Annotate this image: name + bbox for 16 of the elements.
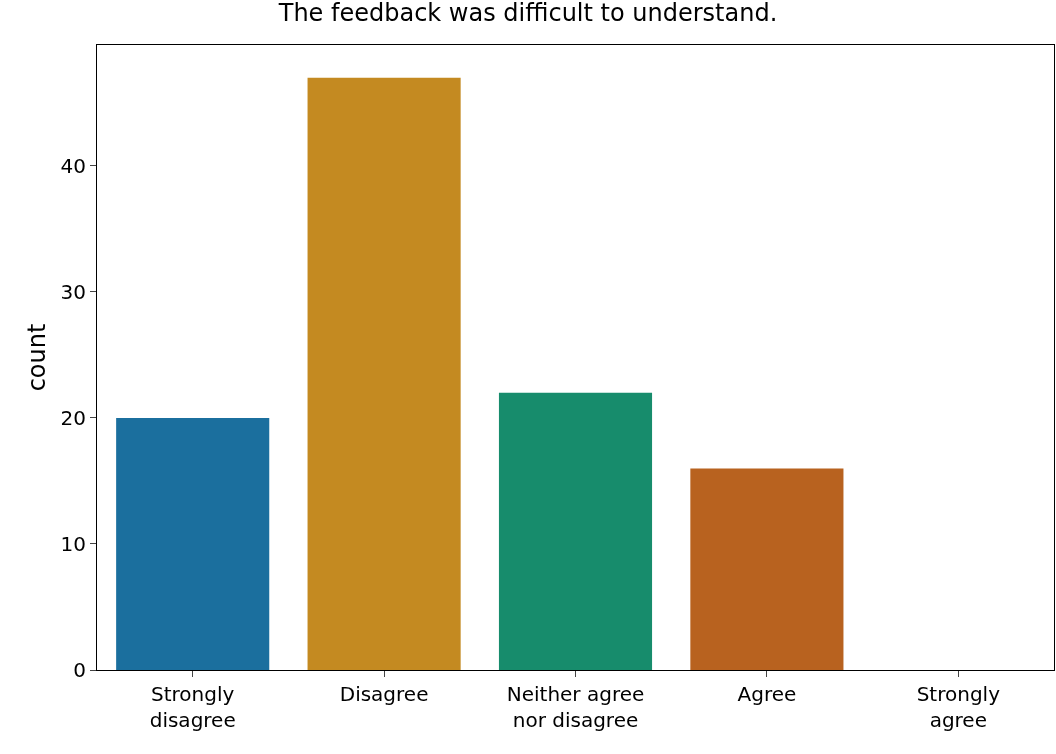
bar [498, 392, 653, 670]
y-axis-title: count [22, 323, 51, 392]
x-tick-label: Strongly agree [916, 682, 1001, 732]
bar [307, 77, 461, 670]
x-tick-label: Strongly disagree [149, 682, 236, 732]
x-tick-label: Agree [737, 682, 797, 706]
x-tick-label: Neither agree nor disagree [506, 682, 645, 732]
y-tick-label: 20 [60, 405, 86, 430]
bar [690, 468, 844, 670]
y-tick-label: 40 [60, 153, 86, 178]
chart-title: The feedback was difficult to understand. [277, 0, 778, 27]
x-tick-label: Disagree [339, 682, 429, 706]
y-tick-label: 0 [73, 658, 86, 682]
y-tick-label: 30 [60, 279, 86, 304]
bar [116, 417, 270, 670]
y-tick-label: 10 [60, 531, 86, 556]
